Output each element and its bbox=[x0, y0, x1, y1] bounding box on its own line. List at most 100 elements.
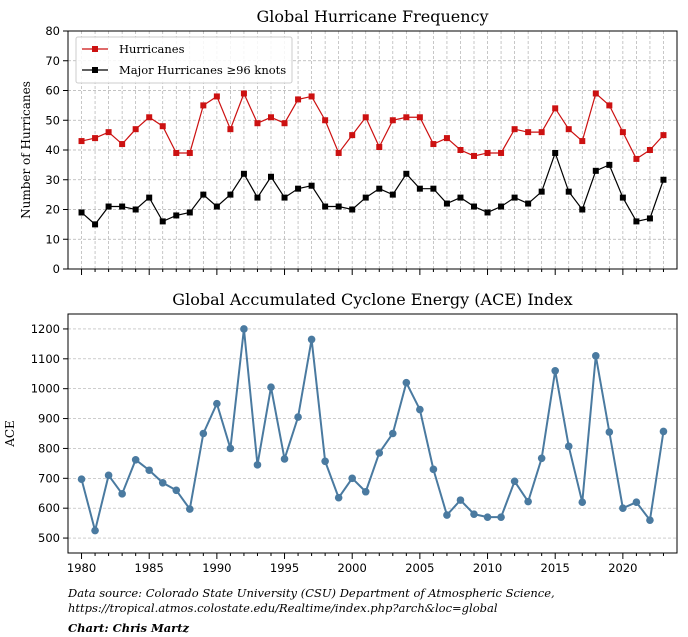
hurricanes-marker bbox=[619, 129, 626, 136]
hurricane-frequency-series bbox=[78, 90, 667, 228]
ace-marker bbox=[619, 504, 627, 512]
major-hurricanes-line bbox=[81, 151, 665, 226]
ace-axes-frame bbox=[67, 313, 678, 554]
major-hurricanes-marker bbox=[565, 188, 572, 195]
hurricanes-marker bbox=[200, 102, 207, 109]
ace-xtick-label: 1980 bbox=[67, 561, 96, 575]
ace-marker bbox=[280, 455, 289, 463]
hurricanes-marker bbox=[159, 123, 166, 130]
ace-marker bbox=[213, 399, 221, 408]
ace-marker bbox=[470, 510, 478, 518]
hurricanes-marker bbox=[552, 105, 559, 112]
ace-marker bbox=[456, 496, 465, 504]
ace-marker bbox=[158, 478, 167, 487]
hurricanes-marker bbox=[335, 149, 342, 156]
ace-ytick-label: 700 bbox=[38, 471, 60, 485]
ace-marker bbox=[483, 513, 492, 521]
hurricanes-marker bbox=[132, 126, 139, 133]
major-hurricanes-marker bbox=[213, 203, 220, 210]
hurricane-ytick-label: 30 bbox=[45, 173, 60, 187]
ace-marker bbox=[77, 475, 86, 484]
hurricanes-marker bbox=[376, 144, 383, 151]
major-hurricanes-marker bbox=[416, 185, 423, 192]
hurricanes-marker bbox=[660, 132, 667, 139]
hurricane-ytick-label: 10 bbox=[45, 232, 60, 246]
ace-xtick-label: 2000 bbox=[338, 561, 367, 575]
major-hurricanes-marker bbox=[268, 173, 274, 180]
data-source-note: Data source: Colorado State University (… bbox=[68, 586, 555, 616]
hurricane-frequency-title: Global Hurricane Frequency bbox=[256, 7, 488, 26]
legend-swatch-marker bbox=[92, 46, 98, 52]
major-hurricanes-marker bbox=[457, 194, 464, 201]
hurricanes-marker bbox=[416, 114, 423, 121]
ace-marker bbox=[321, 457, 329, 466]
hurricanes-marker bbox=[633, 155, 640, 162]
ace-marker bbox=[416, 405, 424, 414]
legend-label-major-hurricanes: Major Hurricanes ≥96 knots bbox=[119, 63, 286, 77]
hurricanes-marker bbox=[646, 147, 653, 153]
major-hurricanes-marker bbox=[484, 209, 491, 216]
ace-marker bbox=[524, 497, 532, 506]
major-hurricanes-marker bbox=[389, 191, 396, 198]
hurricanes-marker bbox=[498, 149, 505, 156]
major-hurricanes-marker bbox=[159, 218, 166, 225]
hurricanes-marker bbox=[430, 141, 437, 148]
hurricanes-marker bbox=[146, 114, 153, 121]
legend-box bbox=[75, 36, 293, 84]
hurricanes-marker bbox=[186, 149, 193, 156]
hurricanes-marker bbox=[592, 90, 599, 97]
major-hurricanes-marker bbox=[349, 206, 356, 213]
ace-marker bbox=[199, 429, 208, 438]
ace-marker bbox=[564, 442, 573, 451]
hurricanes-marker bbox=[538, 129, 545, 136]
ace-index-grid bbox=[68, 328, 677, 539]
major-hurricanes-marker bbox=[430, 185, 437, 192]
major-hurricanes-marker bbox=[173, 212, 180, 219]
major-hurricanes-marker bbox=[403, 170, 410, 177]
ace-marker bbox=[551, 366, 559, 375]
data-source-line-2: https://tropical.atmos.colostate.edu/Rea… bbox=[68, 601, 498, 615]
ace-index-axes: 500 600 700 800 900 1000 1100 1200 1980 1985 1990 1… bbox=[31, 313, 678, 575]
hurricane-ytick-label: 80 bbox=[45, 24, 60, 38]
ace-xtick-label: 1985 bbox=[135, 561, 164, 575]
major-hurricanes-marker bbox=[376, 185, 383, 192]
ace-ytick-label: 900 bbox=[38, 412, 60, 426]
hurricanes-marker bbox=[403, 114, 410, 121]
major-hurricanes-marker bbox=[619, 194, 626, 201]
hurricanes-marker bbox=[565, 126, 572, 133]
major-hurricanes-marker bbox=[146, 194, 153, 201]
ace-marker bbox=[348, 474, 357, 483]
ace-marker bbox=[361, 487, 370, 496]
hurricane-ytick-label: 20 bbox=[45, 203, 60, 217]
hurricanes-marker bbox=[457, 147, 464, 153]
ace-ytick-label: 500 bbox=[38, 531, 60, 545]
ace-marker bbox=[104, 471, 113, 480]
ace-marker bbox=[253, 461, 262, 469]
hurricanes-marker bbox=[295, 96, 302, 103]
major-hurricanes-marker bbox=[308, 182, 315, 189]
major-hurricanes-marker bbox=[525, 200, 532, 207]
major-hurricanes-marker bbox=[240, 170, 247, 177]
major-hurricanes-marker bbox=[92, 221, 99, 228]
major-hurricanes-marker bbox=[335, 203, 342, 210]
major-hurricanes-marker bbox=[511, 194, 518, 201]
major-hurricanes-marker bbox=[105, 203, 112, 210]
major-hurricanes-marker bbox=[362, 194, 369, 201]
hurricanes-marker bbox=[471, 152, 477, 159]
hurricanes-marker bbox=[606, 102, 613, 109]
major-hurricanes-marker bbox=[254, 194, 261, 201]
ace-marker bbox=[334, 493, 343, 502]
data-source-line-1: Data source: Colorado State University (… bbox=[68, 586, 555, 600]
hurricane-frequency-legend: Hurricanes Major Hurricanes ≥96 knots bbox=[75, 36, 293, 84]
ace-marker bbox=[186, 505, 194, 513]
ace-marker bbox=[145, 466, 153, 475]
hurricane-ytick-label: 70 bbox=[45, 54, 60, 68]
hurricanes-marker bbox=[92, 135, 99, 142]
hurricanes-marker bbox=[105, 129, 112, 136]
hurricane-ytick-label: 60 bbox=[45, 84, 60, 98]
hurricanes-marker bbox=[173, 149, 180, 156]
hurricanes-marker bbox=[78, 138, 85, 145]
major-hurricanes-marker bbox=[538, 188, 545, 195]
ace-marker bbox=[402, 378, 411, 387]
